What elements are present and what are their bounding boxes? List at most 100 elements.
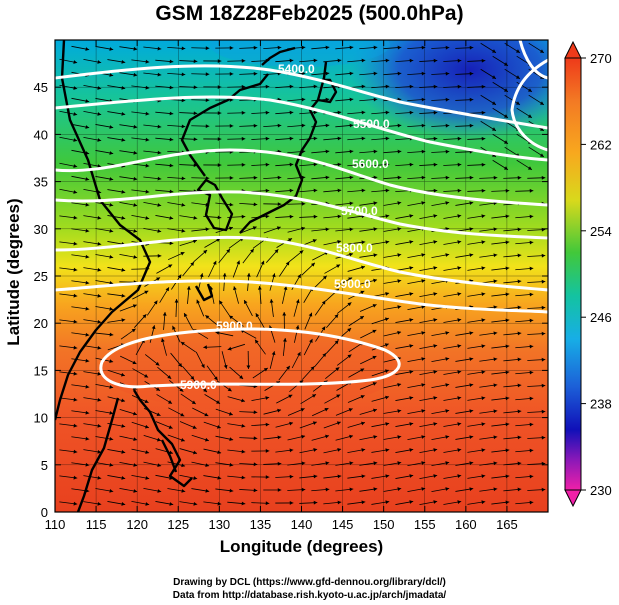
streamline-arrowhead (445, 149, 450, 154)
streamline-arrowhead (142, 314, 147, 319)
contour-labels: 5400.0 5500.0 5600.0 5700.0 5800.0 5900.… (216, 62, 390, 333)
streamline-arrowhead (385, 214, 390, 219)
streamline-arrowhead (385, 110, 390, 115)
streamline-arrowhead (133, 150, 138, 155)
streamline-arrowhead (493, 279, 498, 284)
streamline-arrowhead (433, 448, 438, 452)
streamline-arrowhead (505, 422, 510, 427)
streamline-arrowhead (289, 162, 294, 167)
streamline-arrowhead (180, 412, 185, 417)
contour-line (55, 279, 548, 314)
y-tick-label: 20 (34, 316, 48, 331)
streamline-arrowhead (469, 201, 474, 206)
streamline-arrowhead (181, 489, 186, 493)
streamline-arrowhead (457, 292, 462, 296)
streamline-arrowhead (347, 328, 352, 332)
streamline-arrowhead (409, 240, 414, 244)
streamline-arrowhead (335, 367, 340, 372)
streamline-arrowhead (288, 238, 293, 242)
contour-label: 5900.0 (334, 277, 371, 291)
streamline-arrowhead (312, 394, 316, 398)
streamline-arrowhead (336, 421, 341, 425)
streamline-arrowhead (241, 475, 246, 480)
streamline-arrowhead (373, 408, 377, 413)
streamline-arrowhead (223, 364, 228, 369)
streamline-arrowhead (241, 501, 246, 506)
streamline-arrowhead (481, 500, 486, 505)
streamline-arrowhead (133, 124, 138, 129)
streamline-arrowhead (433, 318, 438, 322)
streamline-arrowhead (169, 137, 174, 142)
streamline-arrowhead (85, 125, 90, 129)
streamline-arrowhead (277, 175, 282, 180)
y-tick-label: 45 (34, 80, 48, 95)
streamline-arrowhead (481, 292, 486, 297)
streamline-arrowhead (161, 338, 165, 343)
streamline-arrowhead (271, 351, 276, 356)
streamline-arrowhead (445, 201, 450, 205)
streamline-arrowhead (157, 229, 162, 233)
streamline-arrowhead (121, 111, 126, 116)
streamline-arrowhead (541, 487, 546, 492)
streamline-arrowhead (157, 253, 162, 258)
streamline-arrowhead (505, 318, 510, 323)
streamline-arrowhead (151, 325, 156, 330)
streamline-arrowhead (325, 175, 330, 180)
streamline-arrowhead (312, 421, 317, 426)
streamline-arrowhead (347, 354, 352, 359)
streamline-arrowhead (457, 58, 462, 63)
streamline-arrowhead (373, 71, 378, 76)
streamline-arrowhead (252, 226, 257, 230)
streamline-arrowhead (517, 435, 522, 440)
streamline-arrowhead (85, 280, 90, 285)
streamline-arrowhead (539, 49, 544, 53)
streamline-arrowhead (457, 500, 462, 504)
streamline-arrowhead (349, 487, 354, 492)
streamline-arrowhead (421, 97, 426, 102)
streamline-arrowhead (493, 383, 498, 388)
streamline-arrowhead (336, 394, 341, 399)
streamline-arrowhead (384, 343, 389, 347)
streamline-arrowhead (433, 292, 438, 296)
streamline-arrowhead (505, 448, 510, 453)
streamline-arrowhead (168, 264, 173, 269)
streamline-arrowhead (109, 359, 114, 363)
streamline-arrowhead (397, 330, 402, 335)
streamline-arrowhead (517, 175, 522, 180)
streamline-arrowhead (203, 250, 208, 254)
streamline-arrowhead (409, 422, 414, 426)
streamline-arrowhead (157, 203, 162, 207)
streamline-arrowhead (109, 47, 114, 51)
streamline-arrowhead (361, 500, 366, 505)
streamline-arrowhead (385, 240, 390, 245)
streamline-arrowhead (385, 84, 390, 89)
streamline-arrowhead (241, 84, 246, 89)
streamline-arrowhead (517, 331, 522, 336)
streamline-arrowhead (121, 268, 126, 272)
streamline-arrowhead (457, 136, 462, 141)
streamline-arrowhead (457, 162, 462, 167)
streamline-arrowhead (97, 293, 102, 298)
streamline-arrowhead (361, 265, 365, 270)
streamline-arrowhead (457, 396, 462, 400)
streamline-arrowhead (397, 461, 402, 465)
streamline-arrowhead (469, 357, 474, 362)
streamline-arrowhead (73, 215, 78, 220)
streamline-arrowhead (457, 266, 462, 270)
streamline-arrowhead (73, 112, 78, 116)
streamline-arrowhead (385, 500, 390, 505)
streamline-arrowhead (73, 423, 78, 428)
streamline-arrowhead (337, 447, 342, 452)
streamline-arrowhead (181, 228, 186, 233)
streamline-arrowhead (481, 344, 486, 349)
streamline-arrowhead (457, 84, 462, 89)
streamline-arrowhead (288, 394, 293, 399)
streamline-arrowhead (265, 162, 270, 167)
colorbar-tick-label: 270 (590, 51, 612, 66)
streamline-arrowhead (97, 241, 102, 246)
streamline-arrowhead (322, 353, 327, 358)
streamline-arrowhead (269, 299, 274, 303)
contour-label: 5700.0 (341, 204, 378, 218)
streamline-arrowhead (286, 365, 290, 370)
